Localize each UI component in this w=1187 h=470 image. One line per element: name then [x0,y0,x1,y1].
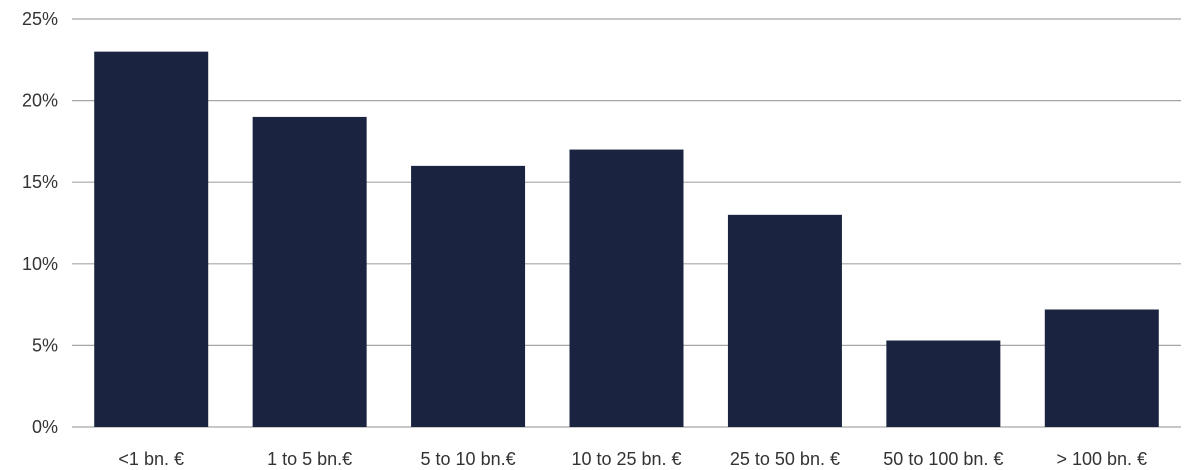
bar [1044,309,1159,427]
x-category-label: 5 to 10 bn.€ [421,449,516,469]
y-tick-label: 0% [32,417,58,437]
bars [94,51,1159,428]
bar [252,116,367,428]
bar [886,340,1001,427]
y-tick-label: 25% [22,9,58,29]
y-tick-label: 20% [22,91,58,111]
y-tick-label: 10% [22,254,58,274]
x-category-label: 10 to 25 bn. € [571,449,681,469]
bar [569,149,684,427]
x-category-label: 25 to 50 bn. € [730,449,840,469]
x-category-label: 1 to 5 bn.€ [267,449,352,469]
y-tick-label: 15% [22,172,58,192]
x-category-label: <1 bn. € [118,449,184,469]
y-axis-tick-labels: 0% 5% 10% 15% 20% 25% [22,9,58,437]
bar [411,165,526,427]
bar [94,51,209,427]
y-tick-label: 5% [32,335,58,355]
bar [727,214,842,427]
x-category-label: > 100 bn. € [1056,449,1147,469]
x-axis-category-labels: <1 bn. € 1 to 5 bn.€ 5 to 10 bn.€ 10 to 25 … [118,449,1147,469]
x-category-label: 50 to 100 bn. € [883,449,1003,469]
